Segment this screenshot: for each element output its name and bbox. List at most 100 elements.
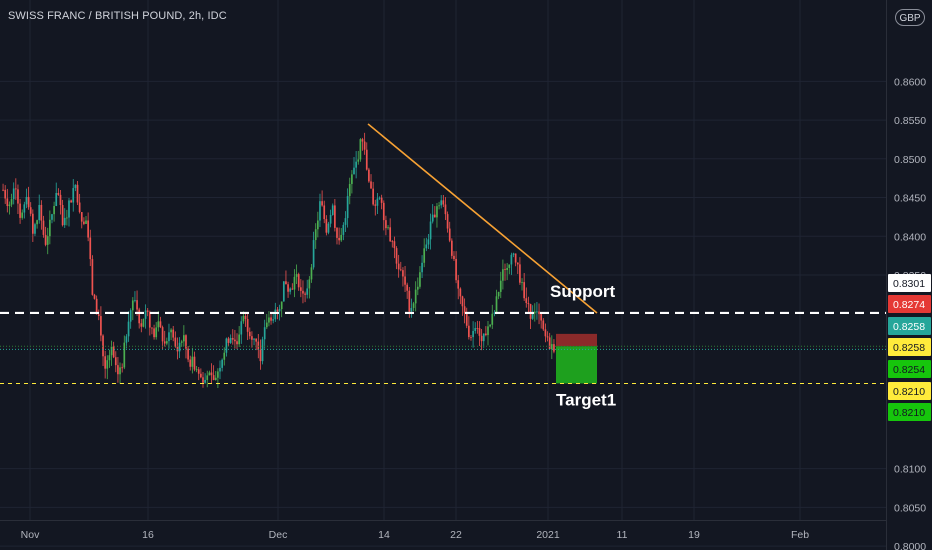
- candle-body: [440, 200, 443, 206]
- candle-body: [242, 315, 245, 322]
- price-label-badge: 0.8258: [888, 317, 931, 335]
- candle-body: [385, 220, 387, 229]
- candle-body: [368, 169, 370, 182]
- candles-group: [2, 132, 555, 389]
- candle-body: [193, 356, 196, 370]
- candle-body: [140, 323, 143, 327]
- candle-body: [66, 217, 68, 219]
- candle-body: [455, 259, 457, 281]
- price-label-bg: [888, 274, 931, 292]
- currency-selector[interactable]: GBP: [895, 9, 925, 26]
- candle-body: [151, 327, 153, 329]
- candle-body: [295, 274, 298, 277]
- candle-body: [344, 218, 347, 225]
- price-axis-tick-label: 0.8050: [894, 502, 926, 514]
- candle-body: [200, 373, 202, 378]
- candle-body: [212, 375, 215, 381]
- candle-body: [136, 300, 138, 310]
- candle-body: [544, 329, 547, 337]
- candle-body: [410, 307, 413, 312]
- candle-body: [265, 322, 268, 328]
- candle-body: [223, 352, 226, 360]
- candle-body: [363, 141, 366, 150]
- candle-body: [263, 327, 266, 340]
- candle-body: [297, 274, 300, 288]
- candle-body: [444, 204, 447, 215]
- candle-body: [414, 289, 417, 304]
- candle-body: [427, 239, 430, 245]
- candle-body: [95, 298, 98, 315]
- candle-body: [163, 341, 166, 344]
- price-label-badge: 0.8254: [888, 360, 931, 378]
- candle-body: [229, 337, 232, 343]
- candle-body: [314, 229, 317, 241]
- price-label-badge: 0.8258: [888, 338, 931, 356]
- candle-body: [210, 372, 213, 376]
- candle-body: [448, 228, 451, 241]
- candle-body: [397, 263, 400, 270]
- candle-body: [316, 220, 319, 230]
- candle-body: [144, 310, 147, 319]
- candle-body: [131, 300, 134, 311]
- candle-body: [289, 288, 292, 292]
- candle-body: [172, 329, 175, 338]
- candle-body: [465, 313, 468, 326]
- candle-body: [153, 328, 155, 338]
- candle-body: [261, 339, 264, 362]
- price-label-bg: [888, 382, 931, 400]
- candle-body: [319, 201, 321, 221]
- candle-body: [331, 205, 334, 215]
- candle-body: [531, 313, 534, 319]
- candle-body: [470, 337, 472, 338]
- candle-body: [12, 188, 15, 200]
- candle-body: [308, 279, 311, 289]
- price-axis-tick-label: 0.8100: [894, 464, 926, 476]
- candle-body: [450, 240, 453, 256]
- candle-body: [306, 288, 309, 295]
- candle-body: [161, 327, 164, 342]
- candle-body: [370, 181, 372, 189]
- candle-body: [480, 335, 483, 342]
- candle-body: [357, 159, 360, 162]
- candle-body: [36, 220, 38, 225]
- candle-body: [502, 269, 504, 281]
- target-annotation: Target1: [556, 390, 616, 409]
- candle-body: [114, 357, 117, 366]
- candle-body: [323, 205, 326, 220]
- price-label-badge: 0.8301: [888, 274, 931, 292]
- candle-body: [529, 304, 532, 319]
- price-label-badge: 0.8210: [888, 382, 931, 400]
- support-annotation: Support: [550, 282, 615, 301]
- candle-body: [68, 200, 70, 218]
- candle-body: [304, 293, 306, 295]
- candle-body: [87, 220, 89, 238]
- candle-body: [321, 201, 323, 206]
- candle-body: [272, 319, 275, 321]
- candle-body: [348, 183, 351, 197]
- time-axis-tick-label: 19: [688, 529, 700, 541]
- time-axis-tick-label: 22: [450, 529, 462, 541]
- candle-body: [402, 270, 404, 277]
- candle-body: [376, 198, 379, 206]
- candle-body: [240, 321, 243, 335]
- candle-body: [53, 206, 55, 215]
- price-label-bg: [888, 317, 931, 335]
- candle-body: [78, 202, 81, 213]
- candle-body: [85, 220, 87, 224]
- candle-body: [117, 365, 119, 375]
- candle-body: [170, 329, 172, 333]
- candle-body: [8, 204, 11, 207]
- candle-body: [51, 214, 53, 220]
- candle-body: [40, 204, 43, 221]
- candle-body: [329, 214, 332, 224]
- candle-body: [299, 287, 302, 291]
- candle-body: [406, 284, 409, 291]
- candle-body: [119, 367, 121, 375]
- candle-body: [382, 202, 385, 221]
- candle-body: [533, 311, 536, 314]
- candle-body: [31, 213, 34, 234]
- candle-body: [129, 310, 132, 322]
- candle-body: [276, 309, 279, 312]
- candle-body: [180, 341, 183, 343]
